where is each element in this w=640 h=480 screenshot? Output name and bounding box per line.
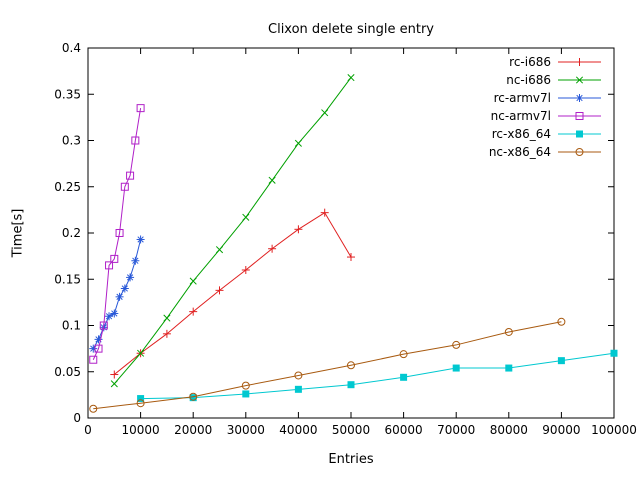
svg-text:50000: 50000 (332, 423, 370, 437)
svg-text:nc-i686: nc-i686 (506, 73, 551, 87)
svg-text:0: 0 (73, 411, 81, 425)
svg-text:40000: 40000 (279, 423, 317, 437)
svg-text:0.4: 0.4 (62, 41, 81, 55)
svg-text:rc-armv7l: rc-armv7l (494, 91, 551, 105)
svg-text:0.05: 0.05 (54, 365, 81, 379)
svg-text:nc-x86_64: nc-x86_64 (489, 145, 551, 159)
svg-text:0.15: 0.15 (54, 272, 81, 286)
svg-text:20000: 20000 (174, 423, 212, 437)
svg-text:80000: 80000 (490, 423, 528, 437)
svg-text:0.1: 0.1 (62, 319, 81, 333)
svg-text:0: 0 (84, 423, 92, 437)
chart-title: Clixon delete single entry (268, 22, 434, 37)
svg-text:rc-x86_64: rc-x86_64 (492, 127, 551, 141)
svg-text:60000: 60000 (385, 423, 423, 437)
svg-text:0.25: 0.25 (54, 180, 81, 194)
svg-text:nc-armv7l: nc-armv7l (491, 109, 551, 123)
svg-text:100000: 100000 (591, 423, 637, 437)
svg-text:90000: 90000 (542, 423, 580, 437)
svg-text:rc-i686: rc-i686 (509, 55, 551, 69)
svg-text:0.3: 0.3 (62, 134, 81, 148)
x-axis-label: Entries (328, 452, 374, 467)
svg-text:0.2: 0.2 (62, 226, 81, 240)
svg-text:10000: 10000 (122, 423, 160, 437)
svg-text:0.35: 0.35 (54, 87, 81, 101)
svg-text:30000: 30000 (227, 423, 265, 437)
svg-text:70000: 70000 (437, 423, 475, 437)
